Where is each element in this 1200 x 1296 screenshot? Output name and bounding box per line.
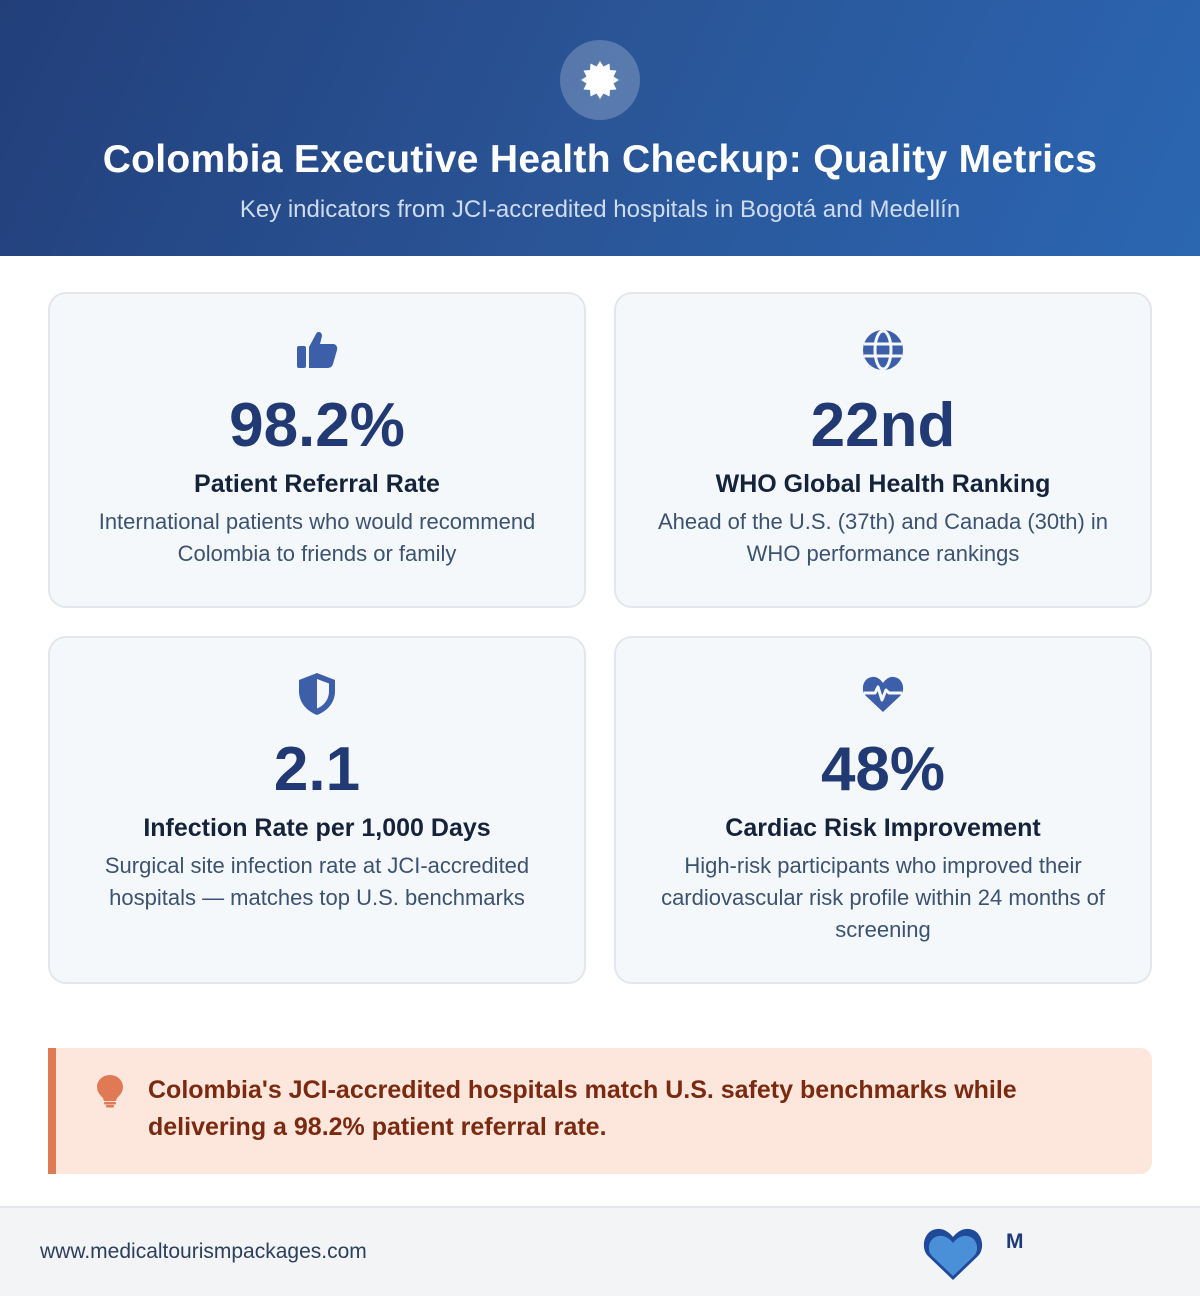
- callout-text: Colombia's JCI-accredited hospitals matc…: [148, 1076, 1017, 1141]
- metric-card-infection-rate: 2.1 Infection Rate per 1,000 Days Surgic…: [48, 636, 586, 984]
- shield-icon: [50, 672, 584, 716]
- metric-label: Cardiac Risk Improvement: [725, 814, 1041, 842]
- metric-card-cardiac-risk: 48% Cardiac Risk Improvement High-risk p…: [614, 636, 1152, 984]
- header-banner: Colombia Executive Health Checkup: Quali…: [0, 0, 1200, 256]
- thumbs-up-icon: [50, 328, 584, 372]
- medical-seal-icon: [560, 40, 640, 120]
- footer-url[interactable]: www.medicaltourismpackages.com: [40, 1240, 367, 1263]
- metric-description: Ahead of the U.S. (37th) and Canada (30t…: [657, 509, 1109, 566]
- metric-label: WHO Global Health Ranking: [715, 470, 1051, 498]
- metric-label: Infection Rate per 1,000 Days: [143, 814, 491, 842]
- globe-icon: [616, 328, 1150, 372]
- footer: www.medicaltourismpackages.com M: [0, 1206, 1200, 1296]
- heart-logo-icon: [922, 1224, 984, 1282]
- metric-label: Patient Referral Rate: [194, 470, 440, 498]
- metric-value: 2.1: [273, 735, 361, 804]
- metric-value: 22nd: [810, 391, 956, 460]
- metric-card-referral: 98.2% Patient Referral Rate Internationa…: [48, 292, 586, 608]
- metric-description: High-risk participants who improved thei…: [661, 853, 1105, 942]
- metric-card-who-ranking: 22nd WHO Global Health Ranking Ahead of …: [614, 292, 1152, 608]
- page-subtitle: Key indicators from JCI-accredited hospi…: [239, 196, 961, 223]
- lightbulb-icon: [96, 1074, 128, 1110]
- logo-text: M: [1006, 1230, 1024, 1253]
- heart-pulse-icon: [616, 672, 1150, 716]
- metric-value: 98.2%: [229, 391, 405, 460]
- metric-description: Surgical site infection rate at JCI-accr…: [104, 853, 530, 910]
- page-title: Colombia Executive Health Checkup: Quali…: [102, 138, 1098, 181]
- metric-value: 48%: [820, 735, 946, 804]
- metric-description: International patients who would recomme…: [98, 509, 536, 566]
- key-insight-callout: Colombia's JCI-accredited hospitals matc…: [48, 1048, 1152, 1174]
